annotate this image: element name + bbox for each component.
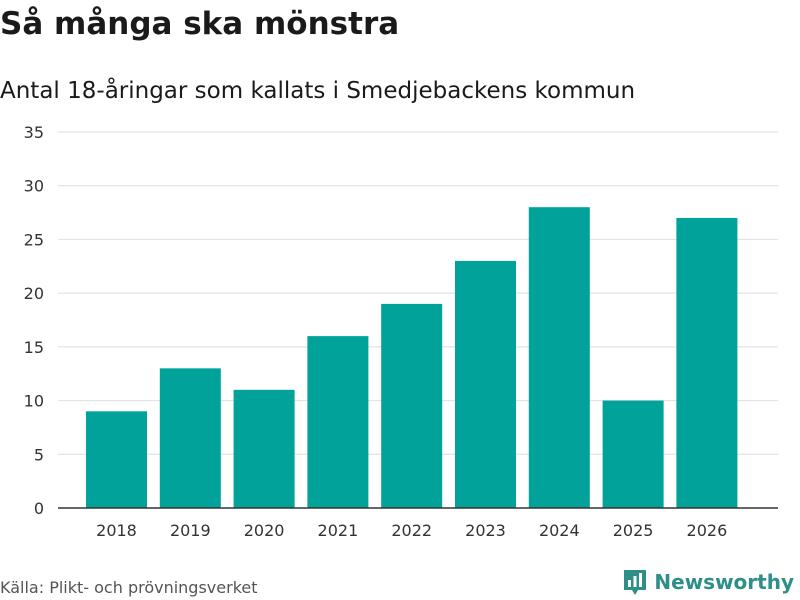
- x-tick-label: 2023: [465, 521, 506, 540]
- y-tick-label: 0: [34, 499, 44, 518]
- bar[interactable]: [455, 260, 516, 508]
- brand-logo[interactable]: Newsworthy: [622, 568, 794, 596]
- y-tick-label: 30: [24, 177, 44, 196]
- bars: [86, 207, 738, 508]
- x-tick-label: 2020: [244, 521, 285, 540]
- y-tick-label: 10: [24, 392, 44, 411]
- bar[interactable]: [381, 303, 443, 508]
- x-tick-label: 2026: [687, 521, 728, 540]
- bar[interactable]: [676, 217, 738, 508]
- bar[interactable]: [528, 207, 590, 508]
- x-tick-label: 2018: [96, 521, 137, 540]
- source-note: Källa: Plikt- och prövningsverket: [0, 578, 258, 597]
- bar[interactable]: [159, 368, 221, 508]
- x-axis-ticks: 2018 2019 2020 2021 2022 2023 2024 2025 2026: [96, 521, 727, 540]
- bar[interactable]: [602, 400, 664, 508]
- x-tick-label: 2021: [318, 521, 359, 540]
- y-tick-label: 35: [24, 123, 44, 142]
- y-tick-label: 15: [24, 338, 44, 357]
- bar-chart-logo-icon: [624, 570, 647, 595]
- bar[interactable]: [233, 389, 295, 508]
- x-tick-label: 2024: [539, 521, 580, 540]
- y-tick-label: 20: [24, 284, 44, 303]
- chart-subtitle: Antal 18-åringar som kallats i Smedjebac…: [0, 78, 636, 104]
- x-tick-label: 2022: [391, 521, 432, 540]
- bar[interactable]: [86, 411, 147, 508]
- x-tick-label: 2019: [170, 521, 211, 540]
- brand-name: Newsworthy: [654, 570, 794, 594]
- bar[interactable]: [307, 336, 369, 508]
- y-axis-ticks: 0 5 10 15 20 25 30 35: [24, 123, 44, 518]
- y-tick-label: 25: [24, 230, 44, 249]
- chart-title: Så många ska mönstra: [0, 6, 400, 42]
- y-tick-label: 5: [34, 445, 44, 464]
- x-tick-label: 2025: [613, 521, 654, 540]
